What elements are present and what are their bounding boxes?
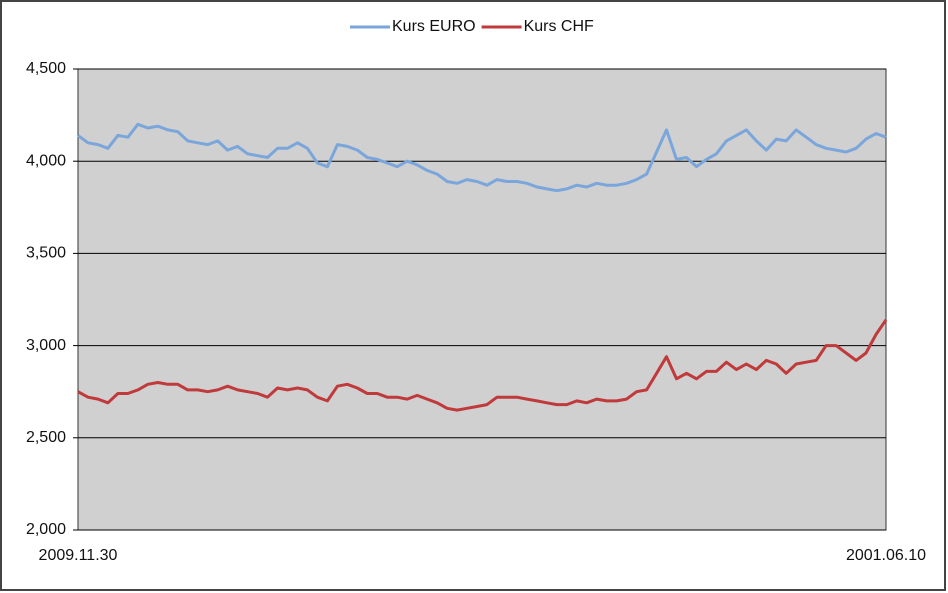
data-line (77, 122, 887, 193)
x-tick-label: 2009.11.30 (39, 547, 118, 564)
y-tick-label: 2,000 (26, 521, 66, 538)
x-tick-label: 2001.06.10 (846, 547, 926, 564)
legend-label: Kurs CHF (524, 18, 594, 35)
y-tick-label: 2,500 (26, 429, 66, 446)
data-line (77, 318, 888, 412)
y-tick-label: 4,000 (26, 152, 66, 169)
y-tick-label: 3,000 (26, 337, 66, 354)
legend-label: Kurs EURO (392, 18, 476, 35)
plot-area (77, 68, 887, 531)
y-tick-label: 3,500 (26, 245, 66, 262)
y-tick-label: 4,500 (26, 60, 66, 77)
